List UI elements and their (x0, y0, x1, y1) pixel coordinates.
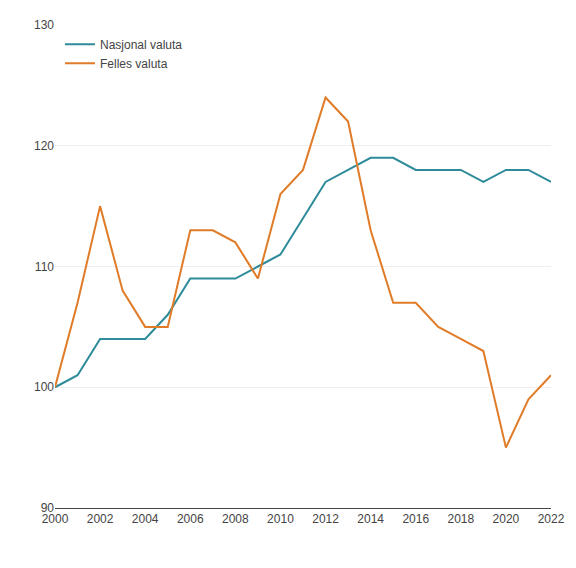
svg-text:2006: 2006 (177, 512, 204, 526)
svg-text:2000: 2000 (42, 512, 69, 526)
svg-text:2002: 2002 (87, 512, 114, 526)
svg-text:100: 100 (34, 380, 54, 394)
svg-text:110: 110 (35, 260, 54, 274)
svg-text:130: 130 (34, 18, 54, 32)
svg-text:120: 120 (34, 139, 54, 153)
svg-text:2022: 2022 (538, 512, 565, 526)
svg-text:2020: 2020 (493, 512, 520, 526)
svg-text:2008: 2008 (222, 512, 249, 526)
svg-text:Nasjonal valuta: Nasjonal valuta (100, 38, 182, 52)
svg-text:2014: 2014 (357, 512, 384, 526)
svg-text:2018: 2018 (447, 512, 474, 526)
svg-text:Felles valuta: Felles valuta (100, 57, 168, 71)
svg-text:2010: 2010 (267, 512, 294, 526)
svg-text:90: 90 (41, 501, 55, 515)
svg-text:2012: 2012 (312, 512, 339, 526)
svg-text:2004: 2004 (132, 512, 159, 526)
svg-text:2016: 2016 (402, 512, 429, 526)
